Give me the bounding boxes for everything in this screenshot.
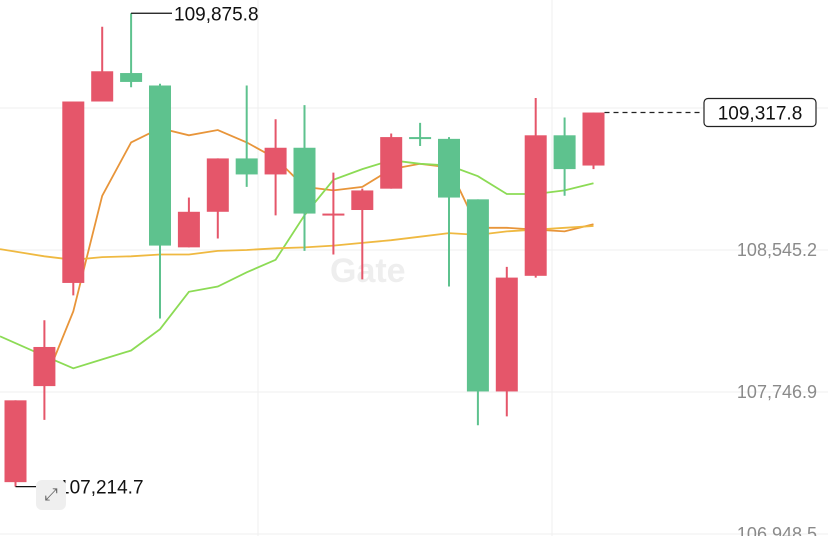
- candle-body: [235, 158, 258, 175]
- y-tick-label: 107,746.9: [737, 382, 817, 402]
- candle-body: [149, 85, 171, 246]
- candle-body: [438, 138, 460, 198]
- candles: [4, 13, 605, 487]
- candle-body: [4, 400, 27, 483]
- watermark-text: Gate: [330, 252, 406, 290]
- candle-body: [177, 211, 200, 248]
- ma-line-ma_fast: [43, 127, 594, 383]
- candle-body: [380, 137, 403, 189]
- candle-body: [466, 199, 489, 392]
- candle-body: [62, 101, 85, 283]
- high-price-label: 109,875.8: [174, 4, 259, 25]
- candle-body: [322, 213, 345, 216]
- candle-body: [524, 135, 547, 276]
- last-price-box: [703, 97, 817, 128]
- y-tick-label: 106,948.5: [737, 524, 817, 536]
- candle-body: [206, 158, 229, 212]
- last-price-label: 109,317.8: [718, 104, 803, 125]
- low-price-label: 107,214.7: [59, 478, 144, 499]
- candle-body: [553, 135, 576, 170]
- candle-body: [351, 190, 374, 211]
- candle-body: [33, 346, 56, 387]
- expand-icon[interactable]: ⤢: [36, 480, 66, 510]
- candle-body: [120, 73, 143, 82]
- candle-body: [91, 71, 114, 102]
- candle-body: [495, 277, 518, 392]
- price-annotations: 109,875.8 107,214.7 109,317.8: [15, 4, 817, 499]
- candle-body: [293, 147, 316, 214]
- candle-body: [409, 137, 432, 140]
- candle-body: [582, 112, 605, 166]
- ma-line-ma_slow: [0, 225, 594, 261]
- candle-body: [264, 147, 287, 175]
- y-tick-label: 108,545.2: [737, 240, 817, 260]
